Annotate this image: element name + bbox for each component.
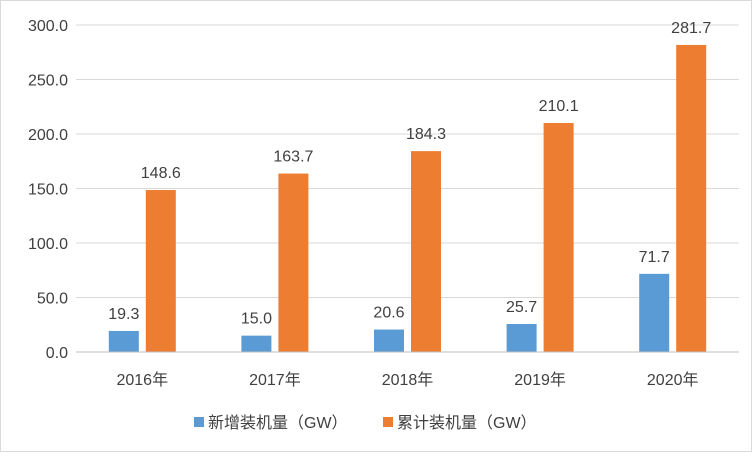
x-tick-label: 2018年 bbox=[382, 371, 434, 389]
legend: 新增装机量（GW） 累计装机量（GW） bbox=[194, 414, 537, 432]
bar-cumulative-capacity bbox=[278, 173, 309, 352]
data-label: 210.1 bbox=[539, 98, 579, 115]
y-tick-label: 200.0 bbox=[28, 127, 68, 144]
bar-new-capacity bbox=[374, 329, 404, 352]
bar-new-capacity bbox=[108, 330, 139, 352]
data-label: 71.7 bbox=[639, 249, 670, 266]
y-tick-label: 150.0 bbox=[28, 182, 68, 199]
y-tick-label: 50.0 bbox=[37, 291, 68, 308]
y-axis-ticks: 0.0 50.0 100.0 150.0 200.0 250.0 300.0 bbox=[28, 18, 68, 362]
bar-cumulative-capacity bbox=[411, 151, 441, 352]
y-tick-label: 300.0 bbox=[28, 18, 68, 35]
gridlines bbox=[76, 24, 739, 298]
x-tick-label: 2017年 bbox=[249, 371, 301, 389]
data-label: 148.6 bbox=[141, 165, 181, 182]
x-tick-label: 2019年 bbox=[514, 371, 566, 389]
bar-cumulative-capacity bbox=[543, 122, 574, 352]
data-label: 184.3 bbox=[406, 126, 446, 143]
bars bbox=[108, 44, 707, 353]
bar-cumulative-capacity bbox=[145, 190, 176, 352]
data-label: 163.7 bbox=[273, 149, 313, 166]
legend-label: 累计装机量（GW） bbox=[397, 414, 537, 432]
x-tick-label: 2020年 bbox=[647, 371, 699, 389]
legend-swatch bbox=[194, 417, 204, 427]
data-label: 19.3 bbox=[108, 306, 139, 323]
legend-label: 新增装机量（GW） bbox=[208, 414, 348, 432]
bar-new-capacity bbox=[639, 273, 670, 352]
data-label: 281.7 bbox=[671, 20, 711, 37]
data-label: 25.7 bbox=[506, 299, 537, 316]
data-label: 20.6 bbox=[373, 305, 404, 322]
x-tick-label: 2016年 bbox=[116, 371, 168, 389]
bar-cumulative-capacity bbox=[676, 44, 707, 353]
x-axis-ticks: 2016年 2017年 2018年 2019年 2020年 bbox=[116, 371, 698, 389]
y-tick-label: 250.0 bbox=[28, 73, 68, 90]
legend-swatch bbox=[383, 417, 393, 427]
bar-new-capacity bbox=[241, 335, 272, 352]
bar-new-capacity bbox=[506, 323, 537, 352]
data-label: 15.0 bbox=[241, 311, 272, 328]
data-labels: 19.3 148.6 15.0 163.7 20.6 184.3 25.7 210.1 71.7… bbox=[108, 20, 711, 328]
y-tick-label: 100.0 bbox=[28, 236, 68, 253]
y-tick-label: 0.0 bbox=[46, 345, 68, 362]
